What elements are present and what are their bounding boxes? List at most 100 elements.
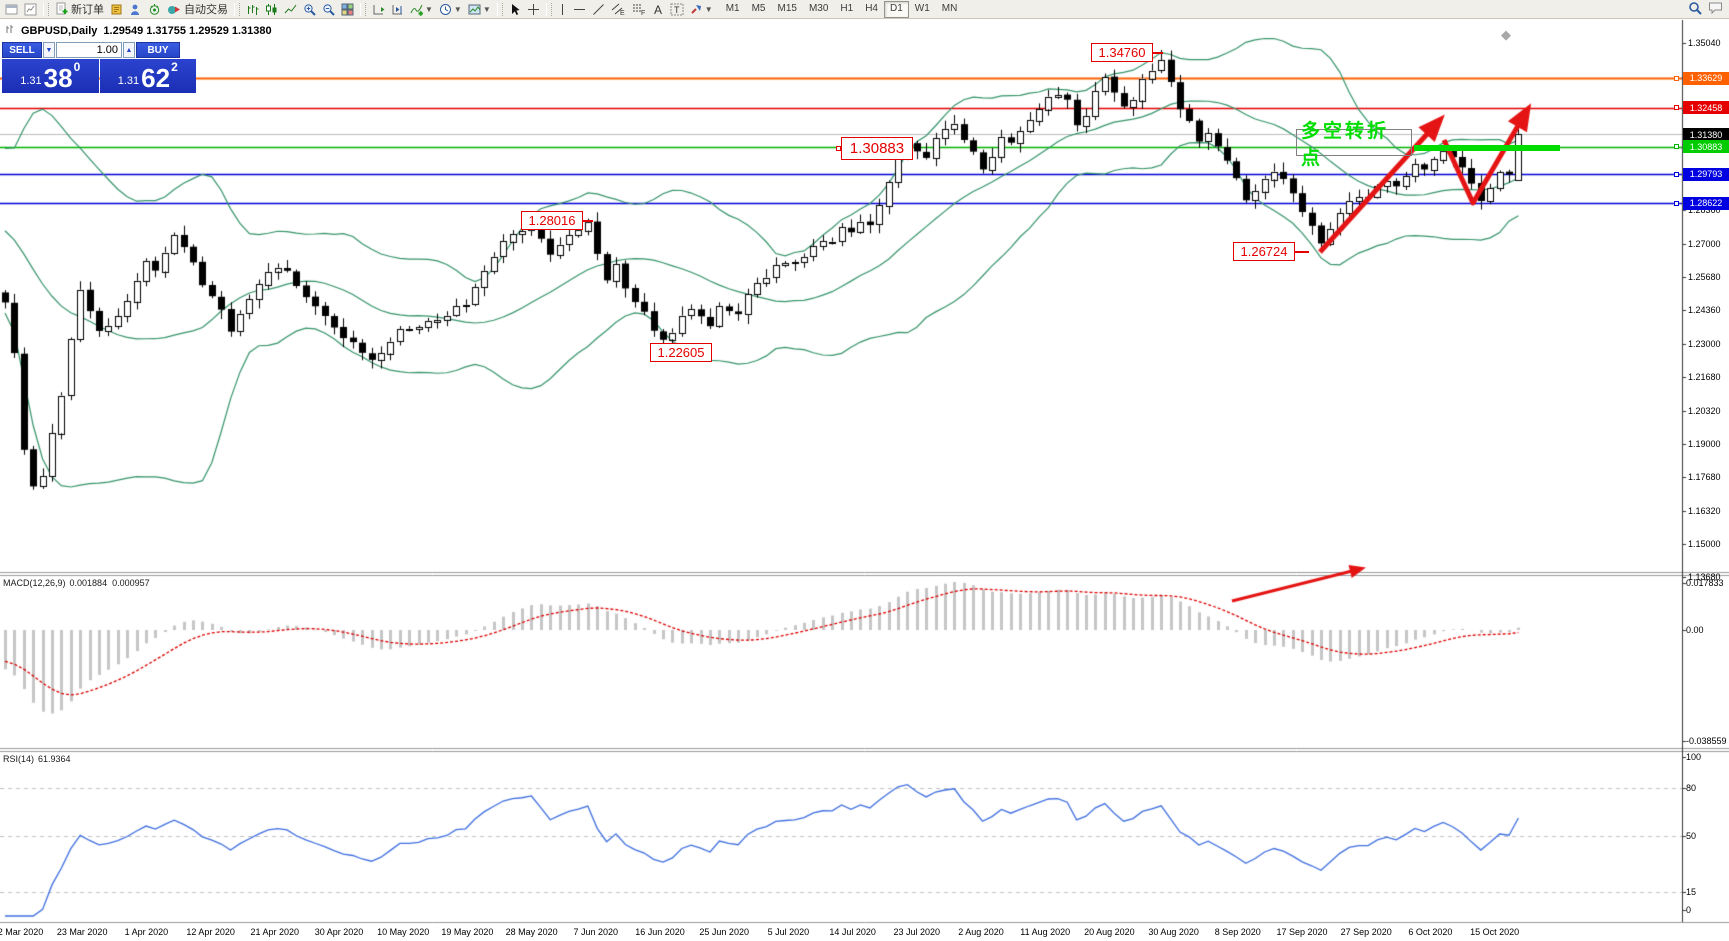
zoom-out-icon[interactable] bbox=[319, 1, 338, 18]
dropdown-caret-icon[interactable]: ▼ bbox=[453, 4, 462, 14]
zoom-out-icon bbox=[322, 3, 335, 16]
bid-price-display[interactable]: 1.31 38 0 bbox=[2, 59, 99, 93]
history-center-icon[interactable] bbox=[107, 1, 126, 18]
svg-text:T: T bbox=[674, 5, 680, 15]
candlestick-chart-icon bbox=[265, 3, 278, 16]
line-anchor-handle[interactable] bbox=[1674, 200, 1679, 206]
timeframe-m30[interactable]: M30 bbox=[808, 2, 829, 14]
date-axis-tick: 6 Oct 2020 bbox=[1408, 927, 1453, 937]
indicators-icon bbox=[410, 3, 423, 16]
support-zone-bar[interactable] bbox=[1414, 145, 1560, 151]
arrows-icon[interactable]: ▼ bbox=[687, 1, 716, 18]
candlestick-chart-icon[interactable] bbox=[262, 1, 281, 18]
price-axis-tick: 1.24360 bbox=[1688, 305, 1721, 315]
current-price-label: 1.31380 bbox=[1683, 128, 1729, 141]
annotation-leader-line bbox=[1153, 51, 1163, 54]
sell-button[interactable]: SELL bbox=[2, 42, 42, 58]
turning-point-text-label[interactable]: 多空转折点 bbox=[1296, 121, 1412, 169]
volume-input[interactable] bbox=[56, 42, 122, 58]
webphone-icon[interactable] bbox=[145, 1, 164, 18]
price-annotation[interactable]: 1.28016 bbox=[521, 211, 583, 230]
date-axis-tick: 1 Apr 2020 bbox=[124, 927, 169, 937]
price-axis-tick: 1.28360 bbox=[1688, 205, 1721, 215]
text-icon[interactable]: A bbox=[650, 1, 667, 18]
bid-price-main: 1.31 bbox=[20, 75, 42, 87]
market-watch-icon[interactable] bbox=[126, 1, 145, 18]
price-axis-tick: 1.13680 bbox=[1688, 572, 1721, 582]
auto-trading-button[interactable]: 自动交易 bbox=[164, 1, 231, 18]
axis-price-label: 1.29793 bbox=[1683, 167, 1729, 181]
new-order-button[interactable]: 新订单 bbox=[52, 1, 107, 18]
timeframe-h4[interactable]: H4 bbox=[865, 2, 878, 14]
timeframe-m5[interactable]: M5 bbox=[751, 2, 766, 14]
timeframe-h1[interactable]: H1 bbox=[840, 2, 854, 14]
auto-scroll-icon[interactable] bbox=[388, 1, 407, 18]
date-axis-tick: 15 Oct 2020 bbox=[1470, 927, 1520, 937]
toolbar-separator bbox=[545, 2, 552, 16]
timeframe-d1[interactable]: D1 bbox=[884, 0, 909, 18]
horizontal-line-icon bbox=[573, 5, 586, 14]
vertical-line-icon bbox=[558, 3, 567, 16]
dropdown-caret-icon[interactable]: ▼ bbox=[425, 4, 433, 14]
line-anchor-handle[interactable] bbox=[1674, 75, 1679, 81]
crosshair-icon[interactable] bbox=[524, 1, 543, 18]
bar-chart-icon[interactable] bbox=[243, 1, 262, 18]
label-icon[interactable]: T bbox=[667, 1, 687, 18]
axis-price-label: 1.32458 bbox=[1683, 101, 1729, 115]
toolbar-right-icons bbox=[1688, 1, 1727, 18]
label-icon: T bbox=[670, 3, 684, 16]
window-icon[interactable] bbox=[2, 1, 21, 18]
horizontal-line-icon[interactable] bbox=[570, 1, 589, 18]
axis-price-label: 1.33629 bbox=[1683, 71, 1729, 85]
webphone-icon bbox=[148, 3, 161, 16]
chart-preview-icon[interactable] bbox=[21, 1, 40, 18]
dropdown-caret-icon[interactable]: ▼ bbox=[482, 4, 491, 14]
cursor-icon[interactable] bbox=[506, 1, 524, 18]
periods-icon[interactable]: ▼ bbox=[436, 1, 465, 18]
volume-up-button[interactable]: ▲ bbox=[123, 42, 135, 58]
line-anchor-handle[interactable] bbox=[1674, 105, 1679, 111]
annotation-anchor-handle[interactable] bbox=[836, 145, 841, 151]
macd-axis-tick: 0.017833 bbox=[1686, 578, 1724, 588]
price-annotation[interactable]: 1.34760 bbox=[1091, 43, 1153, 62]
macd-signal-value: 0.000957 bbox=[112, 578, 150, 588]
zoom-in-icon[interactable] bbox=[300, 1, 319, 18]
rsi-axis-tick: 50 bbox=[1686, 831, 1697, 841]
fibonacci-icon[interactable]: F bbox=[629, 1, 650, 18]
ask-price-display[interactable]: 1.31 62 2 bbox=[99, 59, 196, 93]
vertical-line-icon[interactable] bbox=[555, 1, 570, 18]
volume-down-button[interactable]: ▼ bbox=[43, 42, 55, 58]
dropdown-caret-icon[interactable]: ▼ bbox=[704, 4, 713, 14]
price-annotation[interactable]: 1.26724 bbox=[1233, 242, 1295, 261]
templates-icon[interactable]: ▼ bbox=[465, 1, 494, 18]
price-annotation[interactable]: 1.30883 bbox=[841, 137, 913, 160]
date-axis-tick: 27 Sep 2020 bbox=[1340, 927, 1392, 937]
buy-button[interactable]: BUY bbox=[136, 42, 180, 58]
search-icon[interactable] bbox=[1688, 1, 1702, 18]
bid-price-point: 0 bbox=[73, 60, 81, 74]
chat-icon[interactable] bbox=[1708, 1, 1723, 18]
equidistant-channel-icon[interactable]: E bbox=[608, 1, 629, 18]
macd-main-value: 0.001884 bbox=[69, 578, 108, 588]
indicators-icon[interactable]: ▼ bbox=[407, 1, 436, 18]
price-annotation[interactable]: 1.22605 bbox=[650, 343, 712, 362]
timeframe-m15[interactable]: M15 bbox=[777, 2, 797, 14]
timeframe-mn[interactable]: MN bbox=[941, 2, 958, 14]
line-anchor-handle[interactable] bbox=[1674, 171, 1679, 177]
line-chart-icon[interactable] bbox=[281, 1, 300, 18]
date-axis-tick: 14 Jul 2020 bbox=[829, 927, 876, 937]
tile-windows-icon bbox=[341, 3, 354, 16]
line-anchor-handle[interactable] bbox=[1674, 144, 1679, 150]
macd-indicator-label: MACD(12,26,9) 0.001884 0.000957 bbox=[3, 578, 150, 588]
chart-shift-icon[interactable] bbox=[369, 1, 388, 18]
ask-price-point: 2 bbox=[171, 60, 178, 74]
timeframe-w1[interactable]: W1 bbox=[914, 2, 930, 14]
text-icon: A bbox=[653, 3, 664, 16]
tile-windows-icon[interactable] bbox=[338, 1, 357, 18]
toolbar-separator bbox=[234, 2, 240, 16]
date-axis-tick: 2 Aug 2020 bbox=[958, 927, 1004, 937]
trendline-icon[interactable] bbox=[589, 1, 608, 18]
toolbar: 新订单 自动交易 ▼ ▼ ▼ E F A T ▼ M1 M5 M15 M30 H1 H4 D1 W1 MN bbox=[0, 0, 1729, 19]
timeframe-m1[interactable]: M1 bbox=[725, 2, 740, 14]
